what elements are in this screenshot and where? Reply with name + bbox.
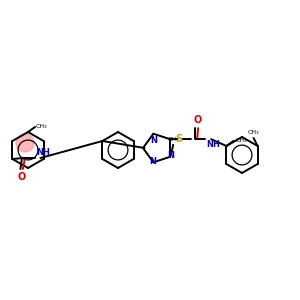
Text: NH: NH	[206, 140, 220, 149]
Text: S: S	[176, 134, 183, 144]
Text: CH₃: CH₃	[167, 137, 179, 142]
Text: CH₃: CH₃	[248, 130, 260, 135]
Text: CH₃: CH₃	[36, 124, 48, 130]
Text: NH: NH	[36, 148, 50, 157]
Text: O: O	[193, 115, 201, 125]
Text: CH₃: CH₃	[236, 139, 247, 143]
Text: N: N	[168, 151, 175, 160]
Circle shape	[16, 134, 34, 152]
Text: O: O	[17, 172, 26, 182]
Text: N: N	[150, 136, 157, 145]
Text: N: N	[149, 157, 156, 166]
